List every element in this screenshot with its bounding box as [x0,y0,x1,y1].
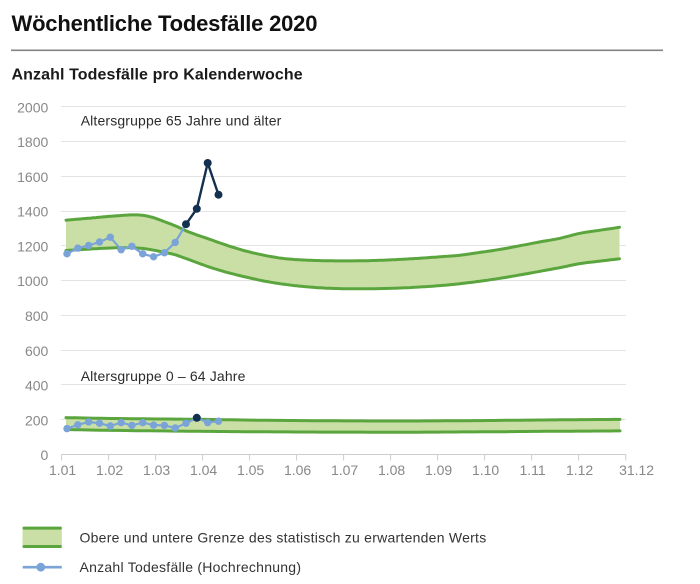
svg-text:1.12: 1.12 [566,462,593,478]
svg-text:Obere und untere Grenze des st: Obere und untere Grenze des statistisch … [80,530,487,546]
svg-text:1200: 1200 [17,238,48,254]
svg-text:1600: 1600 [17,169,48,185]
svg-text:1.09: 1.09 [425,462,452,478]
svg-text:1.08: 1.08 [378,462,405,478]
svg-text:1.05: 1.05 [237,462,264,478]
svg-text:0: 0 [41,447,49,463]
svg-text:1.11: 1.11 [519,462,545,478]
svg-text:1.01: 1.01 [49,462,76,478]
svg-text:1.02: 1.02 [96,462,123,478]
svg-text:400: 400 [25,378,49,394]
svg-text:Altersgruppe 65 Jahre und älte: Altersgruppe 65 Jahre und älter [81,113,282,129]
svg-text:31.12: 31.12 [619,462,654,478]
svg-text:1000: 1000 [17,273,48,289]
svg-text:800: 800 [25,308,49,324]
svg-text:Anzahl Todesfälle pro Kalender: Anzahl Todesfälle pro Kalenderwoche [12,67,303,84]
svg-text:Anzahl Todesfälle (Hochrechnun: Anzahl Todesfälle (Hochrechnung) [80,559,302,575]
svg-text:1.03: 1.03 [143,462,170,478]
svg-text:2000: 2000 [17,99,48,115]
svg-text:1.07: 1.07 [331,462,358,478]
svg-text:1.10: 1.10 [472,462,499,478]
svg-text:1800: 1800 [17,134,48,150]
svg-text:200: 200 [25,412,49,428]
svg-text:Altersgruppe 0 – 64 Jahre: Altersgruppe 0 – 64 Jahre [81,368,246,384]
svg-text:1400: 1400 [17,204,48,220]
svg-text:600: 600 [25,343,49,359]
svg-text:Wöchentliche Todesfälle 2020: Wöchentliche Todesfälle 2020 [12,11,318,36]
svg-text:1.04: 1.04 [190,462,217,478]
svg-text:1.06: 1.06 [284,462,311,478]
